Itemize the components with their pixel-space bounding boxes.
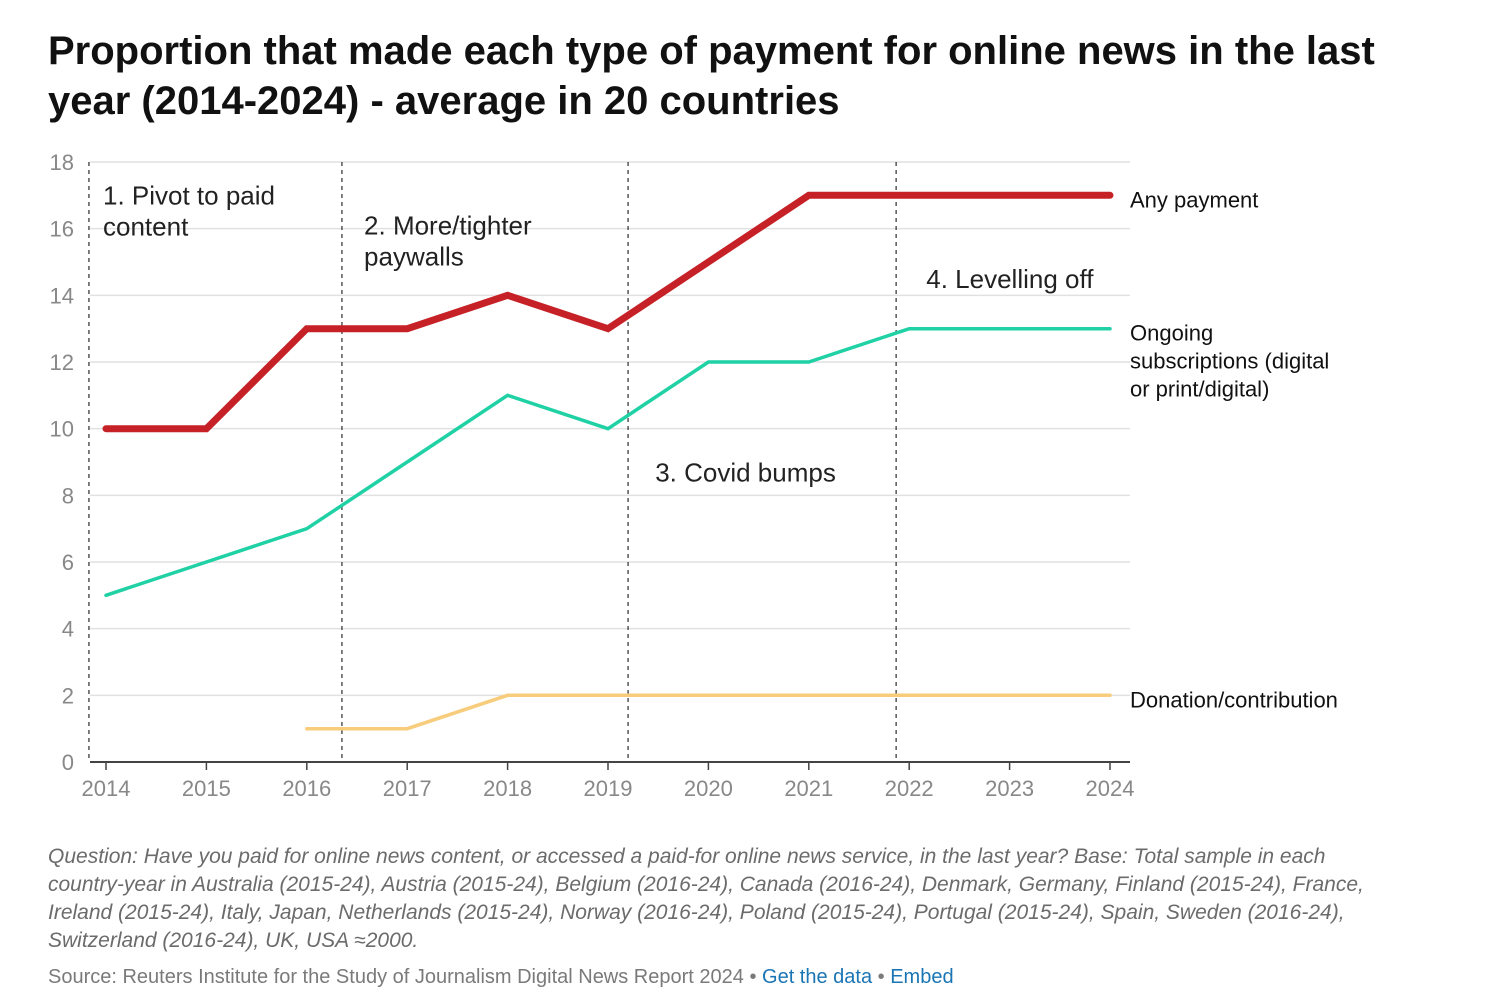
y-tick-label: 10	[50, 417, 74, 442]
x-tick-label: 2018	[483, 776, 532, 801]
series-label-line: Any payment	[1130, 187, 1258, 212]
period-annotations: 1. Pivot to paid content 2. More/tighter pa…	[103, 181, 1094, 488]
period-annotation: 4. Levelling off	[926, 264, 1094, 294]
x-tick-label: 2017	[383, 776, 432, 801]
annotation-line: paywalls	[364, 242, 464, 272]
source-line: Source: Reuters Institute for the Study …	[48, 963, 954, 991]
question-note: Question: Have you paid for online news …	[48, 845, 1364, 952]
y-tick-label: 8	[62, 483, 74, 508]
series-labels: Any payment Ongoing subscriptions (digital…	[1130, 187, 1338, 712]
x-tick-label: 2024	[1086, 776, 1135, 801]
series-label: Donation/contribution	[1130, 687, 1338, 712]
annotation-line: 4. Levelling off	[926, 264, 1094, 294]
chart-title: Proportion that made each type of paymen…	[48, 29, 1375, 123]
y-axis: 0 2 4 6 8 10 12 14 16 18	[50, 150, 74, 775]
x-axis: 2014 2015 2016 2017 2018 2019 2020 2021 2022 2023…	[82, 762, 1135, 801]
series-line	[102, 191, 1114, 433]
annotation-line: 1. Pivot to paid	[103, 181, 275, 211]
series-label: Ongoing subscriptions (digital or print/di…	[1130, 321, 1329, 402]
separator: •	[743, 966, 763, 988]
x-tick-label: 2022	[885, 776, 934, 801]
annotation-line: 2. More/tighter	[364, 211, 532, 241]
period-annotation: 1. Pivot to paid content	[103, 181, 275, 242]
series-line	[104, 326, 1112, 598]
annotation-line: 3. Covid bumps	[655, 457, 836, 487]
x-tick-label: 2019	[584, 776, 633, 801]
y-tick-label: 2	[62, 683, 74, 708]
x-tick-label: 2016	[282, 776, 331, 801]
series-label-line: subscriptions (digital	[1130, 349, 1329, 374]
source-text: Source: Reuters Institute for the Study …	[48, 966, 744, 988]
y-tick-label: 12	[50, 350, 74, 375]
y-tick-label: 4	[62, 617, 74, 642]
period-annotation: 2. More/tighter paywalls	[364, 211, 532, 272]
x-tick-label: 2021	[784, 776, 833, 801]
x-tick-label: 2020	[684, 776, 733, 801]
y-tick-label: 18	[50, 150, 74, 175]
y-tick-label: 16	[50, 217, 74, 242]
period-annotation: 3. Covid bumps	[655, 457, 836, 487]
x-tick-label: 2014	[82, 776, 131, 801]
separator: •	[872, 966, 891, 988]
gridlines	[90, 161, 1130, 763]
series-line	[305, 693, 1112, 731]
line-chart: 0 2 4 6 8 10 12 14 16 18 2014 2015 2016 2017 2018 2019…	[50, 150, 1338, 801]
series-label-line: Donation/contribution	[1130, 687, 1338, 712]
embed-link[interactable]: Embed	[890, 966, 954, 988]
x-tick-label: 2023	[985, 776, 1034, 801]
x-tick-label: 2015	[182, 776, 231, 801]
y-tick-label: 14	[50, 283, 74, 308]
series-lines	[102, 191, 1114, 731]
y-tick-label: 0	[62, 750, 74, 775]
annotation-line: content	[103, 212, 189, 242]
get-data-link[interactable]: Get the data	[762, 966, 873, 988]
series-label-line: Ongoing	[1130, 321, 1213, 346]
series-label-line: or print/digital)	[1130, 377, 1269, 402]
period-markers	[88, 162, 897, 762]
series-label: Any payment	[1130, 187, 1258, 212]
y-tick-label: 6	[62, 550, 74, 575]
